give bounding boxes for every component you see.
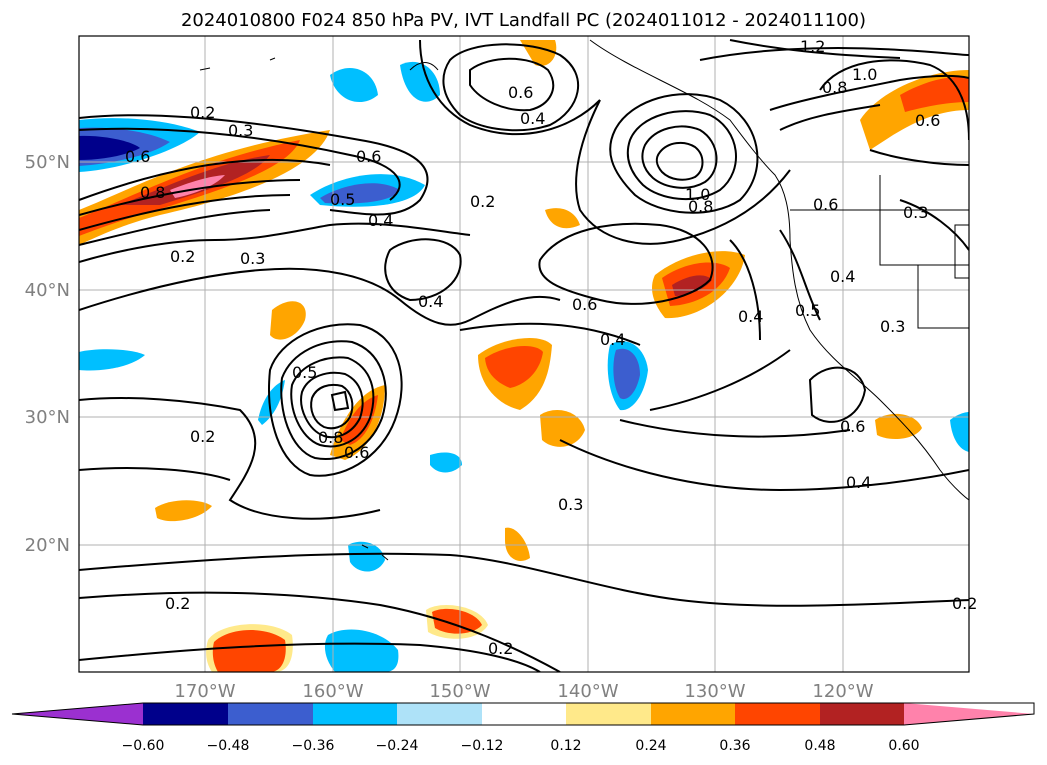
pv-contours bbox=[79, 39, 969, 672]
colorbar-tick: −0.24 bbox=[376, 738, 419, 754]
contour-label: 0.3 bbox=[880, 317, 905, 336]
contour-label: 0.2 bbox=[952, 594, 977, 613]
contour-label: 0.6 bbox=[344, 443, 369, 462]
contour-label: 0.8 bbox=[822, 78, 847, 97]
contour-label: 0.2 bbox=[190, 103, 215, 122]
colorbar-bin bbox=[313, 703, 397, 725]
colorbar-bin bbox=[228, 703, 313, 725]
colorbar-tick: 0.36 bbox=[719, 738, 750, 754]
contour-label: 0.6 bbox=[125, 147, 150, 166]
colorbar: −0.60 −0.48 −0.36 −0.24 −0.12 0.12 0.24 … bbox=[11, 702, 1035, 754]
contour-label: 0.4 bbox=[738, 307, 763, 326]
contour-label: 0.8 bbox=[318, 428, 343, 447]
colorbar-tick: −0.60 bbox=[122, 738, 165, 754]
contour-label: 0.4 bbox=[418, 292, 443, 311]
colorbar-bin bbox=[651, 703, 735, 725]
contour-label: 0.8 bbox=[140, 183, 165, 202]
colorbar-bin bbox=[820, 703, 904, 725]
lon-label: 170°W bbox=[174, 681, 235, 702]
map-title: 2024010800 F024 850 hPa PV, IVT Landfall… bbox=[180, 10, 867, 31]
contour-label: 0.2 bbox=[190, 427, 215, 446]
contour-label: 0.2 bbox=[488, 639, 513, 658]
contour-label: 1.0 bbox=[685, 185, 710, 204]
contour-label: 0.6 bbox=[508, 83, 533, 102]
colorbar-tick: 0.24 bbox=[635, 738, 666, 754]
colorbar-tick: 0.12 bbox=[550, 738, 581, 754]
contour-label: 0.5 bbox=[292, 363, 317, 382]
contour-label: 0.6 bbox=[356, 147, 381, 166]
lat-label: 50°N bbox=[25, 152, 70, 173]
contour-label: 0.3 bbox=[903, 203, 928, 222]
contour-label: 0.3 bbox=[558, 495, 583, 514]
colorbar-tick: 0.48 bbox=[804, 738, 835, 754]
lat-label: 30°N bbox=[25, 407, 70, 428]
contour-label: 0.4 bbox=[520, 109, 545, 128]
contour-label: 0.4 bbox=[846, 473, 871, 492]
colorbar-tick: 0.60 bbox=[888, 738, 919, 754]
contour-label: 0.5 bbox=[330, 190, 355, 209]
colorbar-outline bbox=[11, 702, 1035, 726]
colorbar-bin bbox=[566, 703, 651, 725]
contour-label: 0.6 bbox=[915, 111, 940, 130]
latitude-labels: 50°N 40°N 30°N 20°N bbox=[25, 152, 70, 556]
lon-label: 120°W bbox=[812, 681, 873, 702]
contour-label: 0.3 bbox=[240, 249, 265, 268]
map-frame bbox=[78, 35, 970, 673]
contour-label: 0.4 bbox=[600, 330, 625, 349]
lon-label: 160°W bbox=[302, 681, 363, 702]
colorbar-tick: −0.12 bbox=[461, 738, 504, 754]
contour-label: 0.2 bbox=[165, 594, 190, 613]
colorbar-bin bbox=[143, 703, 228, 725]
shaded-patches bbox=[79, 40, 969, 672]
contour-label: 1.0 bbox=[852, 65, 877, 84]
contour-label: 0.2 bbox=[170, 247, 195, 266]
colorbar-tick: −0.36 bbox=[292, 738, 335, 754]
map-layers bbox=[79, 36, 969, 672]
contour-labels: 1.2 1.0 0.8 0.6 0.2 0.3 0.6 0.8 0.6 0.5 … bbox=[125, 37, 977, 658]
lat-label: 40°N bbox=[25, 280, 70, 301]
lon-label: 140°W bbox=[557, 681, 618, 702]
longitude-labels: 170°W 160°W 150°W 140°W 130°W 120°W bbox=[174, 681, 873, 702]
colorbar-bin bbox=[735, 703, 820, 725]
contour-label: 0.4 bbox=[368, 211, 393, 230]
contour-label: 0.6 bbox=[813, 195, 838, 214]
lat-label: 20°N bbox=[25, 535, 70, 556]
contour-label: 0.3 bbox=[228, 121, 253, 140]
colorbar-bin bbox=[397, 703, 482, 725]
contour-label: 1.2 bbox=[800, 37, 825, 56]
contour-label: 0.6 bbox=[572, 295, 597, 314]
colorbar-extend-high bbox=[904, 703, 1034, 725]
lon-label: 130°W bbox=[684, 681, 745, 702]
contour-label: 0.2 bbox=[470, 192, 495, 211]
colorbar-bin bbox=[482, 703, 566, 725]
contour-label: 0.8 bbox=[688, 197, 713, 216]
contour-label: 0.5 bbox=[795, 301, 820, 320]
contour-label: 0.6 bbox=[840, 417, 865, 436]
lon-label: 150°W bbox=[429, 681, 490, 702]
colorbar-extend-low bbox=[12, 703, 143, 725]
colorbar-tick: −0.48 bbox=[207, 738, 250, 754]
contour-label: 0.4 bbox=[830, 267, 855, 286]
